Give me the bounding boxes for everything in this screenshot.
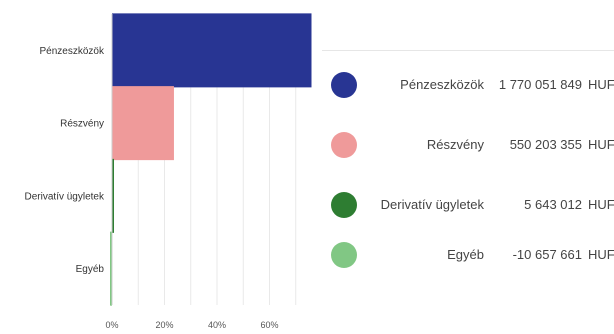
bar[interactable] — [112, 158, 114, 233]
legend-value: 5 643 012 — [524, 197, 582, 212]
bar[interactable] — [112, 13, 312, 88]
legend-unit: HUF — [588, 247, 614, 262]
legend-unit: HUF — [588, 197, 614, 212]
legend: Pénzeszközök 1 770 051 849 HUF Részvény … — [322, 50, 614, 311]
x-tick-label: 40% — [208, 320, 226, 330]
legend-item-egyeb: Egyéb -10 657 661 HUF — [322, 241, 614, 271]
legend-dot-penzeszkozok — [331, 72, 357, 98]
x-tick-label: 60% — [260, 320, 278, 330]
legend-item-penzeszkozok: Pénzeszközök 1 770 051 849 HUF — [322, 71, 614, 101]
legend-unit: HUF — [588, 77, 614, 92]
legend-label: Derivatív ügyletek — [380, 197, 484, 212]
category-label: Derivatív ügyletek — [25, 191, 105, 202]
legend-value: 1 770 051 849 — [498, 77, 582, 92]
legend-value: -10 657 661 — [512, 247, 582, 262]
legend-item-derivativ: Derivatív ügyletek 5 643 012 HUF — [322, 191, 614, 221]
legend-unit: HUF — [588, 137, 614, 152]
legend-label: Egyéb — [447, 247, 484, 262]
legend-dot-egyeb — [331, 242, 357, 268]
legend-dot-derivativ — [331, 192, 357, 218]
category-label: Pénzeszközök — [40, 46, 105, 57]
category-label: Részvény — [60, 119, 104, 130]
legend-label: Pénzeszközök — [400, 77, 484, 92]
bar[interactable] — [112, 86, 174, 161]
category-label: Egyéb — [76, 264, 105, 275]
x-tick-label: 20% — [155, 320, 173, 330]
bar[interactable] — [110, 231, 112, 306]
legend-value: 550 203 355 — [509, 137, 582, 152]
legend-label: Részvény — [426, 137, 484, 152]
x-tick-label: 0% — [105, 320, 118, 330]
legend-dot-reszveny — [331, 132, 357, 158]
legend-item-reszveny: Részvény 550 203 355 HUF — [322, 131, 614, 161]
